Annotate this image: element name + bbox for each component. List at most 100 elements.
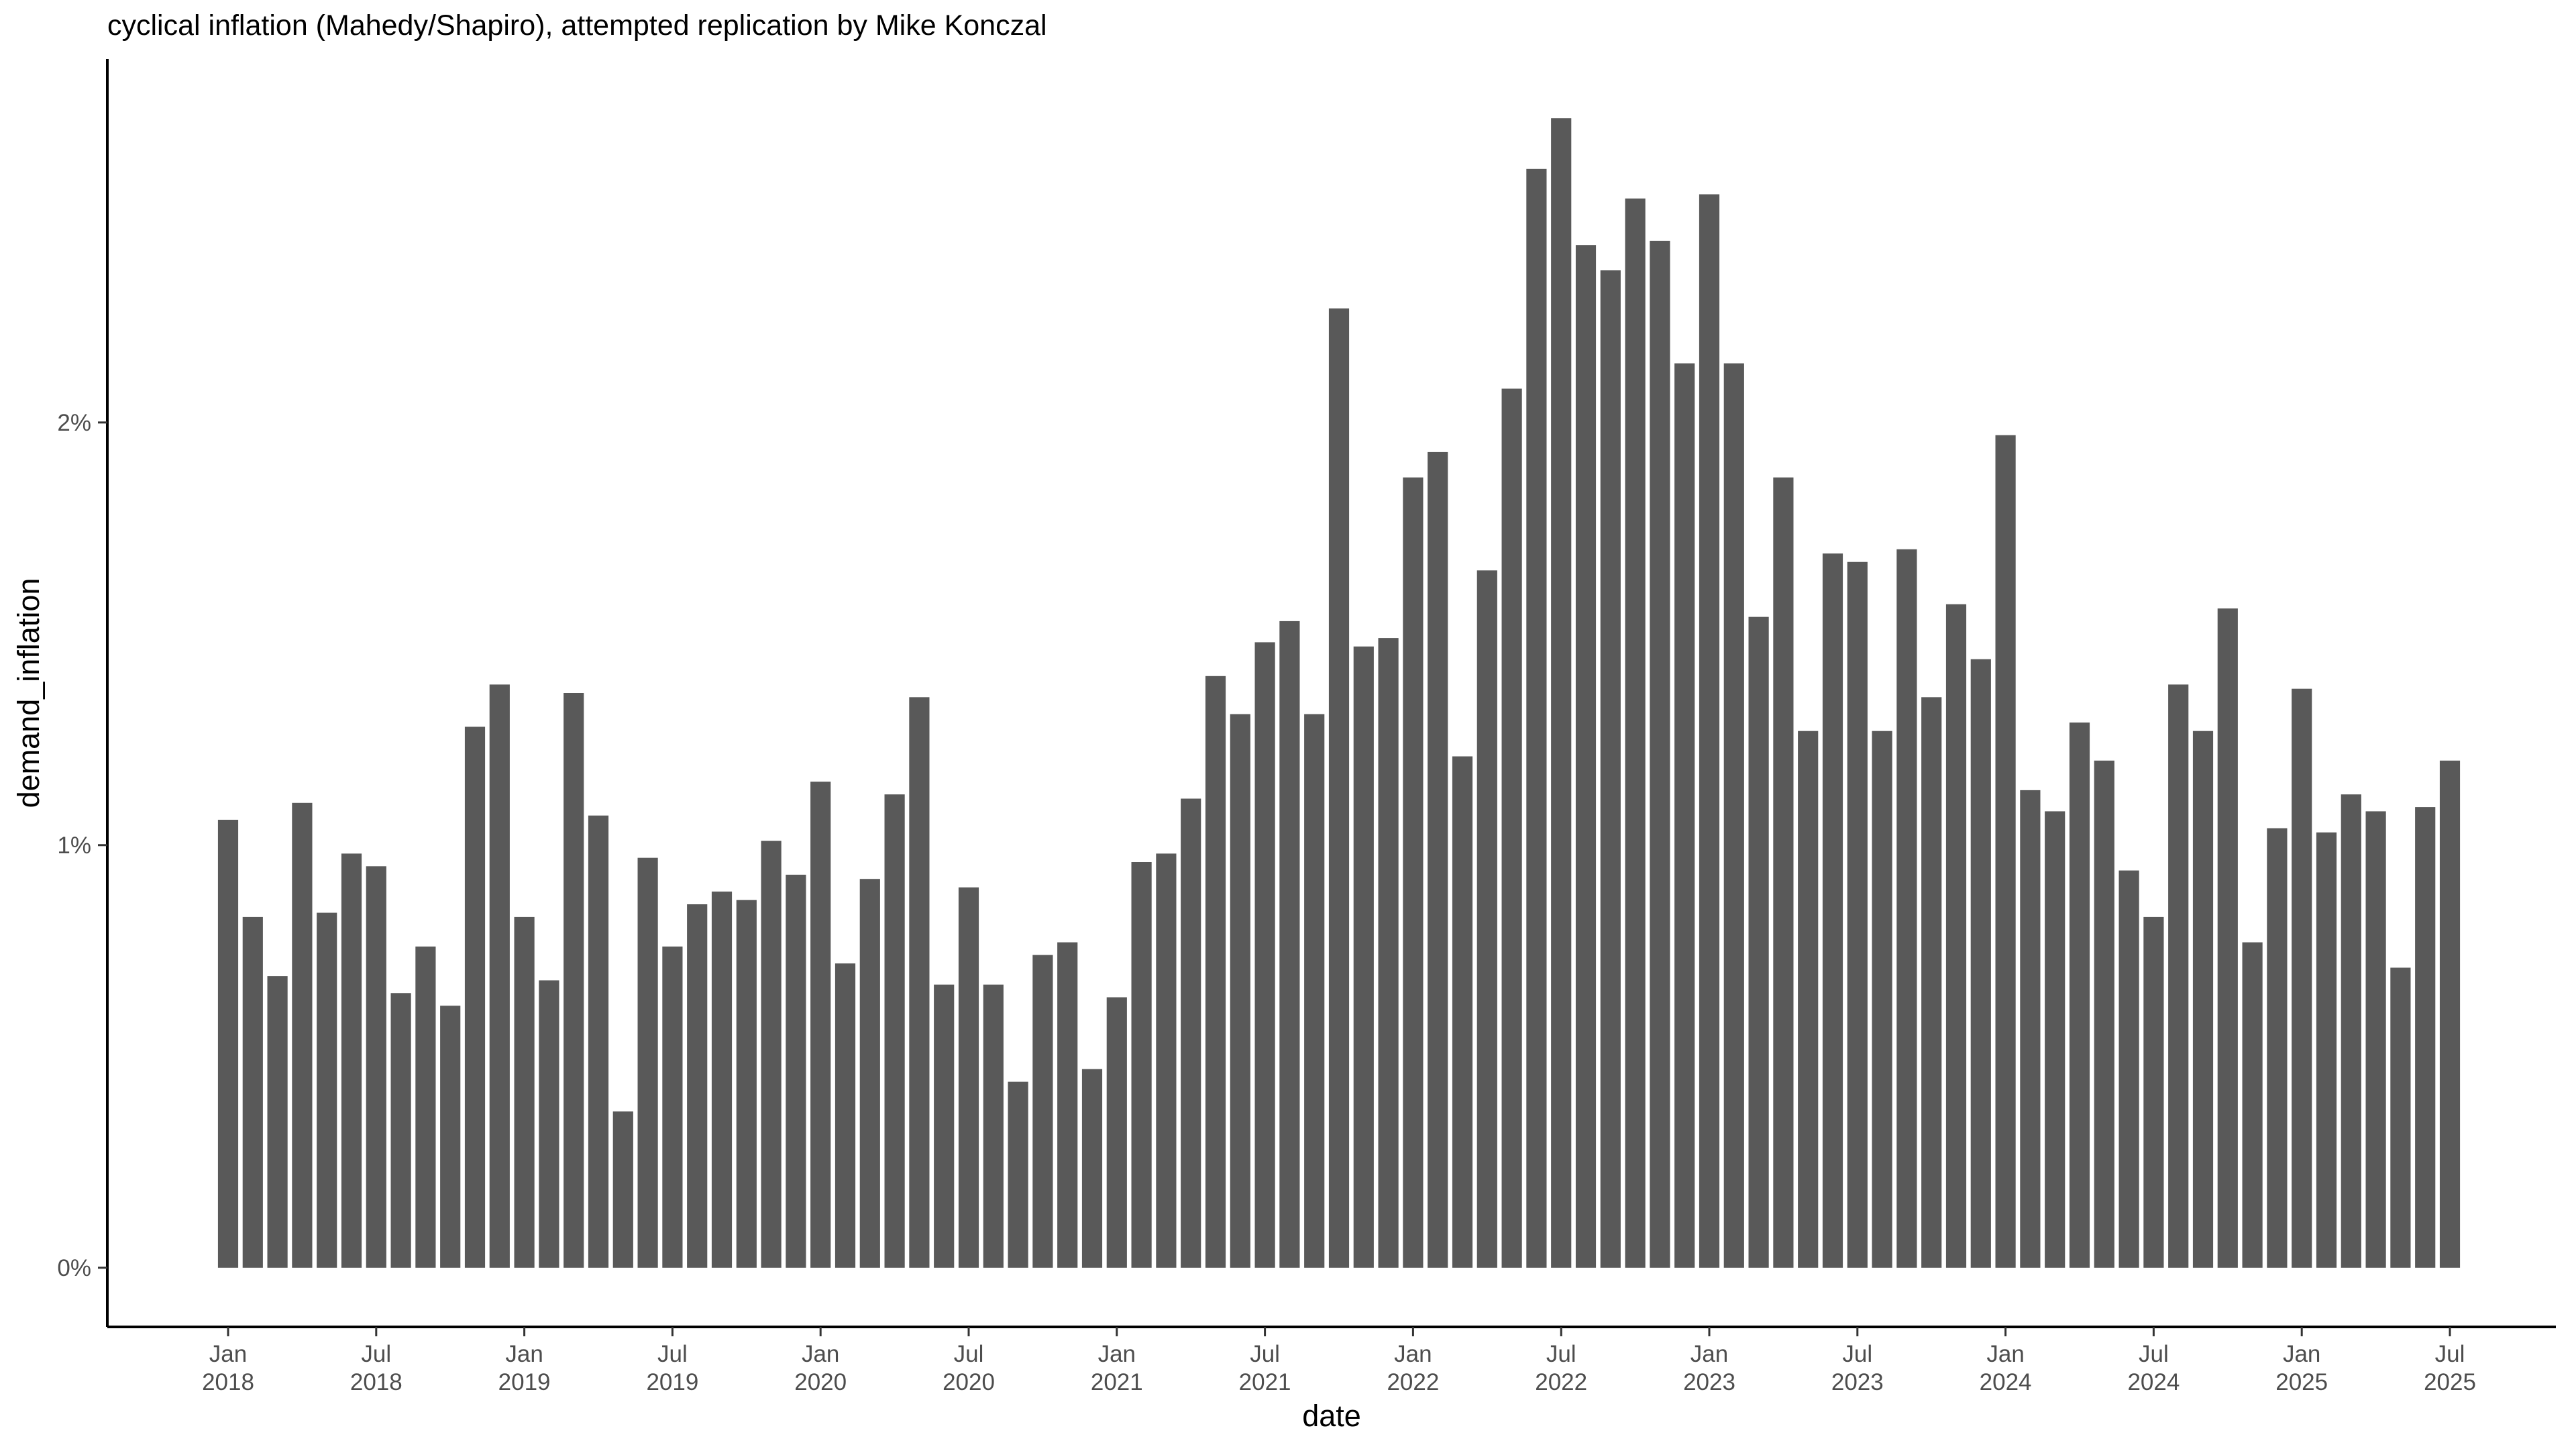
bar-2024-10 bbox=[2217, 608, 2238, 1268]
x-tick-label-year: 2024 bbox=[1980, 1369, 2032, 1395]
bar-2019-06 bbox=[637, 857, 658, 1268]
bar-2022-01 bbox=[1403, 477, 1424, 1268]
bar-2022-03 bbox=[1452, 756, 1473, 1268]
bar-2019-11 bbox=[761, 841, 782, 1268]
bar-2020-10 bbox=[1032, 955, 1053, 1268]
bar-2020-09 bbox=[1008, 1081, 1028, 1268]
bar-2020-04 bbox=[884, 794, 905, 1268]
bar-2023-05 bbox=[1798, 731, 1819, 1268]
bar-2022-07 bbox=[1551, 118, 1572, 1268]
x-tick-label-year: 2022 bbox=[1535, 1369, 1587, 1395]
x-tick-label-year: 2025 bbox=[2275, 1369, 2328, 1395]
x-tick-label-year: 2024 bbox=[2127, 1369, 2180, 1395]
x-tick-label-year: 2021 bbox=[1239, 1369, 1291, 1395]
x-tick-label-month: Jul bbox=[1546, 1341, 1576, 1367]
bar-2022-09 bbox=[1600, 270, 1621, 1268]
bar-2024-02 bbox=[2020, 790, 2041, 1268]
bar-2018-08 bbox=[390, 993, 411, 1268]
bar-2022-12 bbox=[1674, 363, 1695, 1268]
bar-2025-04 bbox=[2365, 811, 2386, 1268]
bar-2020-03 bbox=[859, 879, 880, 1268]
x-tick-label-month: Jan bbox=[1098, 1341, 1136, 1367]
bar-2020-06 bbox=[934, 984, 955, 1268]
x-tick-label-month: Jul bbox=[954, 1341, 984, 1367]
bar-2024-11 bbox=[2242, 942, 2263, 1268]
bar-2018-12 bbox=[489, 684, 510, 1268]
y-tick-label: 1% bbox=[57, 833, 91, 859]
bar-2024-05 bbox=[2094, 760, 2114, 1268]
bar-2018-03 bbox=[267, 976, 288, 1268]
x-tick-label-year: 2025 bbox=[2424, 1369, 2476, 1395]
bar-2021-08 bbox=[1279, 621, 1300, 1268]
bar-2023-04 bbox=[1773, 477, 1794, 1268]
bar-2018-09 bbox=[415, 947, 436, 1268]
bar-2021-10 bbox=[1328, 308, 1350, 1268]
x-tick-label-month: Jul bbox=[1250, 1341, 1280, 1367]
bar-2023-07 bbox=[1847, 561, 1868, 1268]
bar-2021-03 bbox=[1156, 853, 1177, 1268]
bar-2019-05 bbox=[612, 1111, 633, 1268]
bar-2022-10 bbox=[1625, 198, 1646, 1268]
bar-2020-05 bbox=[909, 697, 930, 1268]
bar-2020-11 bbox=[1057, 942, 1078, 1268]
chart-title: cyclical inflation (Mahedy/Shapiro), att… bbox=[107, 9, 1047, 42]
bar-2022-06 bbox=[1526, 168, 1547, 1268]
x-tick-label-year: 2022 bbox=[1387, 1369, 1439, 1395]
bar-2025-01 bbox=[2292, 688, 2312, 1268]
x-tick-label-month: Jan bbox=[802, 1341, 839, 1367]
bar-2025-07 bbox=[2439, 760, 2461, 1268]
bar-2020-07 bbox=[958, 887, 979, 1268]
bar-2024-09 bbox=[2192, 731, 2214, 1268]
bar-2021-12 bbox=[1378, 638, 1399, 1268]
x-tick-label-year: 2019 bbox=[646, 1369, 698, 1395]
bar-2019-12 bbox=[786, 874, 806, 1268]
x-tick-label-month: Jul bbox=[2435, 1341, 2465, 1367]
bar-2021-07 bbox=[1254, 642, 1275, 1268]
x-tick-label-year: 2023 bbox=[1831, 1369, 1884, 1395]
x-tick-label-month: Jan bbox=[2283, 1341, 2320, 1367]
y-tick-label: 0% bbox=[57, 1255, 91, 1281]
bar-2018-04 bbox=[292, 802, 313, 1268]
bar-2020-01 bbox=[810, 782, 831, 1268]
bar-2023-12 bbox=[1970, 659, 1991, 1268]
bar-2023-11 bbox=[1945, 604, 1967, 1268]
bar-2025-05 bbox=[2390, 967, 2411, 1268]
x-axis: Jan2018Jul2018Jan2019Jul2019Jan2020Jul20… bbox=[107, 1326, 2556, 1395]
bar-2022-04 bbox=[1477, 570, 1497, 1268]
bar-2019-03 bbox=[564, 693, 584, 1268]
bar-2020-02 bbox=[835, 963, 856, 1268]
bar-2018-01 bbox=[217, 820, 239, 1268]
x-tick-label-month: Jan bbox=[209, 1341, 247, 1367]
bar-2021-01 bbox=[1106, 997, 1127, 1268]
x-tick-label-month: Jan bbox=[505, 1341, 543, 1367]
x-tick-label-month: Jul bbox=[2139, 1341, 2169, 1367]
x-tick-label-month: Jul bbox=[1842, 1341, 1872, 1367]
x-axis-title: date bbox=[1302, 1399, 1361, 1433]
bar-2018-02 bbox=[242, 916, 263, 1268]
bar-2024-01 bbox=[1995, 435, 2016, 1268]
bar-2021-04 bbox=[1181, 798, 1201, 1268]
bar-2022-05 bbox=[1501, 388, 1522, 1268]
bar-2023-03 bbox=[1748, 616, 1769, 1268]
bar-2019-09 bbox=[711, 892, 733, 1268]
bar-2024-03 bbox=[2045, 811, 2065, 1268]
x-tick-label-month: Jan bbox=[1986, 1341, 2024, 1367]
bar-2019-10 bbox=[736, 900, 757, 1268]
y-tick-label: 2% bbox=[57, 410, 91, 436]
bar-2024-12 bbox=[2267, 828, 2288, 1268]
x-tick-label-year: 2021 bbox=[1091, 1369, 1143, 1395]
bar-2022-08 bbox=[1575, 245, 1597, 1268]
x-tick-label-year: 2018 bbox=[202, 1369, 254, 1395]
bar-2021-06 bbox=[1230, 714, 1250, 1268]
bar-2023-06 bbox=[1822, 553, 1843, 1268]
bar-2025-03 bbox=[2341, 794, 2361, 1268]
bar-2018-06 bbox=[341, 853, 362, 1268]
bar-2021-05 bbox=[1205, 676, 1226, 1268]
x-tick-label-year: 2018 bbox=[350, 1369, 402, 1395]
bar-2023-09 bbox=[1896, 549, 1917, 1268]
bar-2021-09 bbox=[1304, 714, 1325, 1268]
bar-2018-11 bbox=[464, 727, 486, 1268]
x-tick-label-month: Jan bbox=[1394, 1341, 1432, 1367]
bar-2023-01 bbox=[1699, 194, 1720, 1268]
